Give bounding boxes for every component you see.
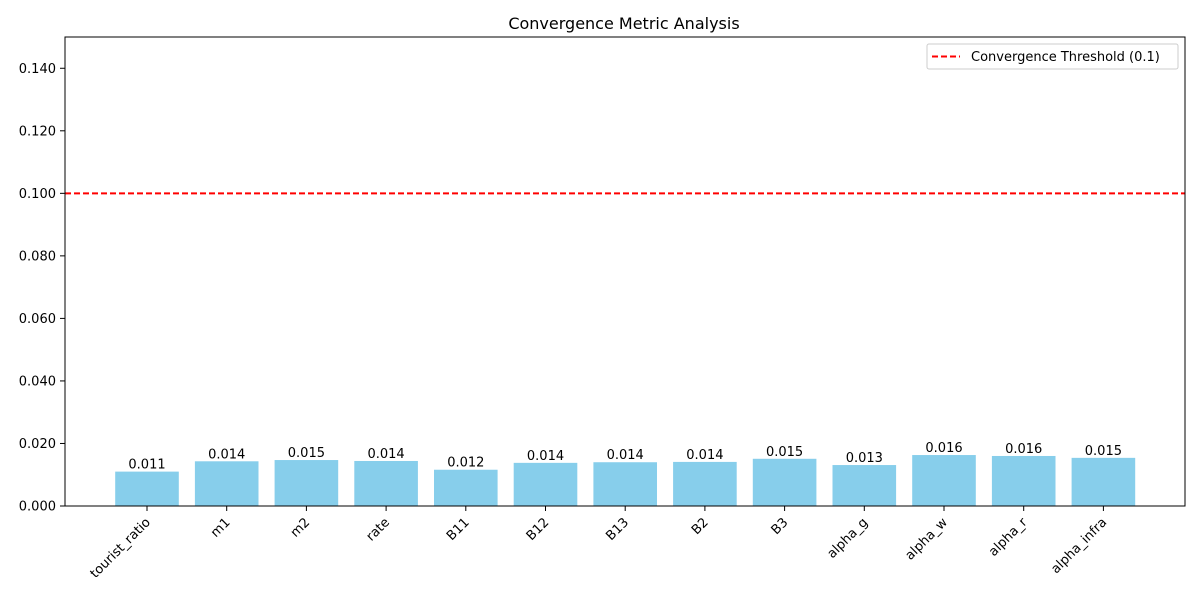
bar-value-label: 0.016 <box>925 441 962 456</box>
x-tick-label: alpha_g <box>825 515 872 562</box>
axes-frame <box>64 36 1186 507</box>
bar-alpha-infra <box>1071 457 1136 506</box>
legend: Convergence Threshold (0.1) <box>926 43 1179 70</box>
x-tick-label: B2 <box>689 515 712 538</box>
x-tick-label: B3 <box>769 515 792 538</box>
x-tick-label: B12 <box>524 515 553 544</box>
bar-b13 <box>593 462 657 506</box>
bar-alpha-r <box>991 455 1056 506</box>
bar-value-label: 0.014 <box>686 448 723 463</box>
bar-m1 <box>194 461 259 506</box>
y-tick-label: 0.040 <box>19 374 56 389</box>
bar-value-label: 0.013 <box>846 451 883 466</box>
bar-m2 <box>274 460 339 506</box>
x-tick-label: alpha_r <box>986 515 1031 560</box>
bar-tourist-ratio <box>115 471 179 506</box>
bar-rate <box>354 460 418 506</box>
legend-box <box>926 43 1179 70</box>
x-tick-label: B13 <box>603 515 632 544</box>
legend-threshold-label: Convergence Threshold (0.1) <box>971 50 1160 65</box>
chart-title: Convergence Metric Analysis <box>508 14 739 33</box>
bar-value-label: 0.014 <box>208 447 245 462</box>
bar-b12 <box>513 462 578 506</box>
bar-b2 <box>673 461 737 506</box>
x-tick-label: B11 <box>444 515 473 544</box>
y-tick-label: 0.000 <box>19 500 56 515</box>
y-tick-label: 0.080 <box>19 249 56 264</box>
bar-b3 <box>752 458 817 506</box>
x-tick-label: m2 <box>288 515 313 540</box>
y-tick-label: 0.060 <box>19 312 56 327</box>
bar-value-label: 0.015 <box>766 445 803 460</box>
x-tick-label: alpha_infra <box>1049 515 1111 577</box>
y-tick-label: 0.020 <box>19 437 56 452</box>
bar-alpha-g <box>832 465 897 506</box>
x-tick-label: alpha_w <box>903 515 951 563</box>
plot-area: 0.000 0.020 0.040 0.060 0.080 0.100 0.120 0.140… <box>19 36 1186 581</box>
bar-b11 <box>434 469 498 506</box>
bar-value-label: 0.014 <box>367 447 404 462</box>
bar-alpha-w <box>912 455 976 506</box>
x-tick-label: tourist_ratio <box>88 515 154 581</box>
y-tick-label: 0.120 <box>19 124 56 139</box>
bar-value-label: 0.016 <box>1005 442 1042 457</box>
x-tick-label: rate <box>364 515 393 544</box>
bar-value-label: 0.011 <box>128 458 165 473</box>
y-tick-label: 0.140 <box>19 62 56 77</box>
bar-value-label: 0.012 <box>447 456 484 471</box>
bar-value-label: 0.015 <box>1085 444 1122 459</box>
x-tick-label: m1 <box>208 515 233 540</box>
bar-value-label: 0.014 <box>527 449 564 464</box>
y-tick-label: 0.100 <box>19 187 56 202</box>
bar-value-label: 0.014 <box>607 448 644 463</box>
bar-value-label: 0.015 <box>288 446 325 461</box>
